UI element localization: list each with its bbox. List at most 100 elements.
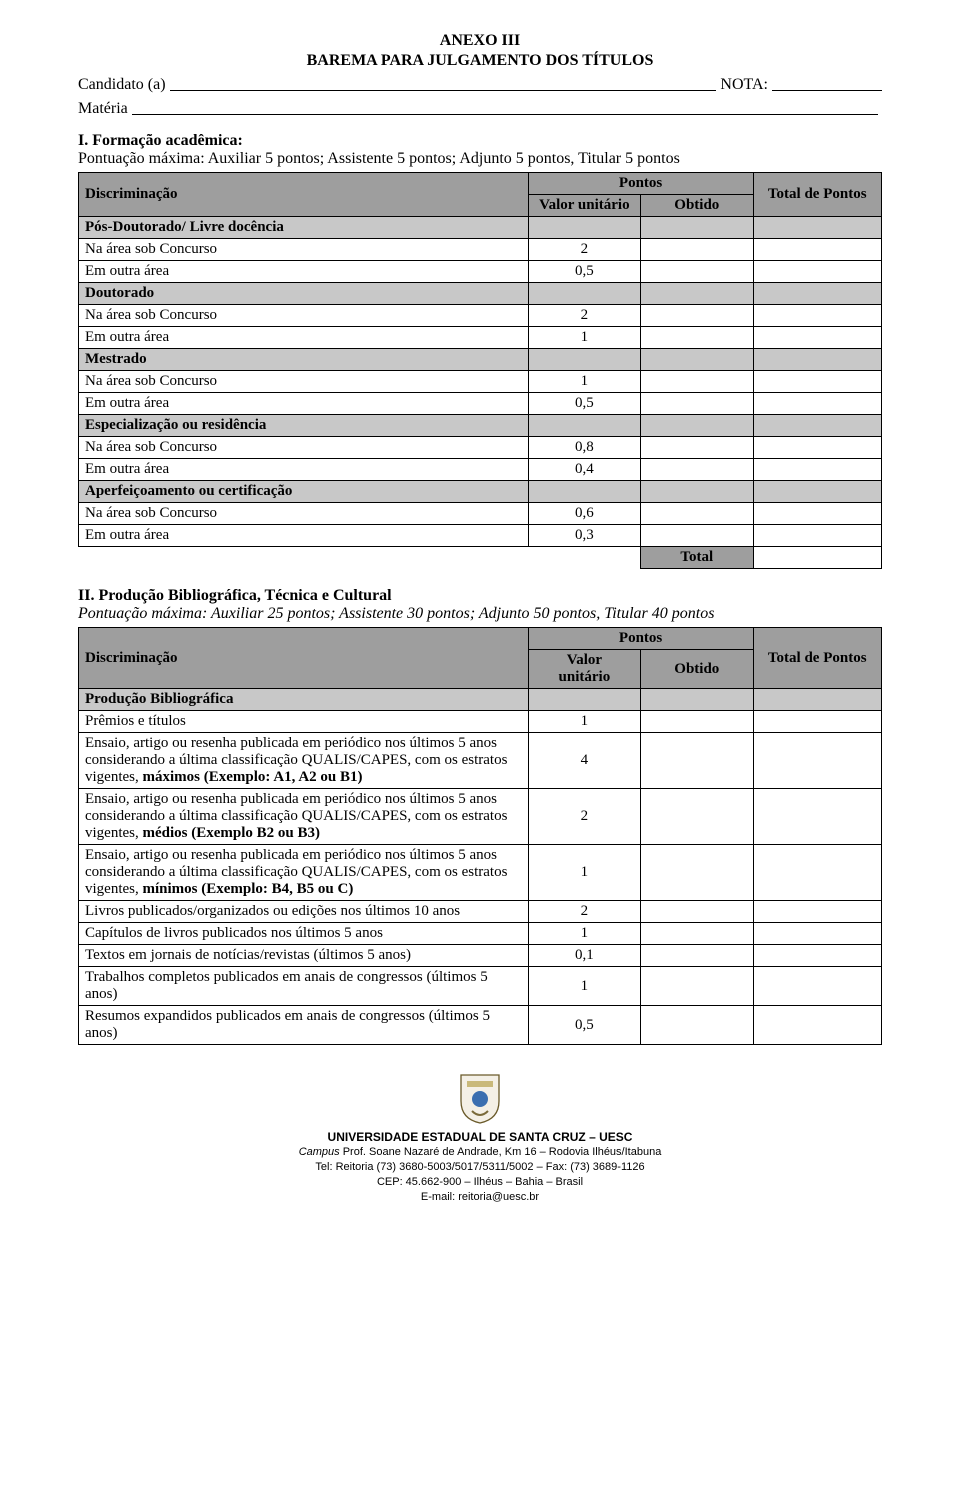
table-row-obtido	[641, 327, 753, 349]
th-valor-unitario-1: Valor unitário	[528, 195, 640, 217]
section1-subtitle: Pontuação máxima: Auxiliar 5 pontos; Ass…	[78, 150, 680, 167]
footer-campus-rest: Prof. Soane Nazaré de Andrade, Km 16 – R…	[340, 1146, 662, 1158]
footer-tel: Tel: Reitoria (73) 3680-5003/5017/5311/5…	[78, 1160, 882, 1175]
table-row-total	[753, 393, 882, 415]
uesc-crest-icon	[457, 1071, 503, 1125]
table-row-label: Ensaio, artigo ou resenha publicada em p…	[79, 733, 529, 789]
table-row-total	[753, 901, 882, 923]
table-row-obtido	[641, 305, 753, 327]
table-row-total	[753, 845, 882, 901]
s1-group-label: Pós-Doutorado/ Livre docência	[79, 217, 529, 239]
table-row-obtido	[641, 393, 753, 415]
table-row-label: Capítulos de livros publicados nos últim…	[79, 923, 529, 945]
s1-group-cell	[528, 217, 640, 239]
s1-group-cell	[753, 217, 882, 239]
th-pontos-1: Pontos	[528, 173, 753, 195]
table-row-label: Em outra área	[79, 459, 529, 481]
s1-group-cell	[753, 283, 882, 305]
materia-fill	[132, 114, 878, 115]
table-row-total	[753, 789, 882, 845]
table-row-obtido	[641, 503, 753, 525]
table-row-obtido	[641, 845, 753, 901]
table-row-valor: 2	[528, 305, 640, 327]
table-row-label: Prêmios e títulos	[79, 711, 529, 733]
s1-group-label: Doutorado	[79, 283, 529, 305]
table-row-total	[753, 967, 882, 1006]
s1-group-cell	[641, 481, 753, 503]
table-row-total	[753, 327, 882, 349]
table-row-valor: 0,5	[528, 1006, 640, 1045]
table-row-total	[753, 733, 882, 789]
s2-group-c4	[753, 689, 882, 711]
table-row-obtido	[641, 901, 753, 923]
table-row-label: Textos em jornais de notícias/revistas (…	[79, 945, 529, 967]
table-row-total	[753, 1006, 882, 1045]
table-row-total	[753, 923, 882, 945]
th-obtido-1: Obtido	[641, 195, 753, 217]
table-row-total	[753, 371, 882, 393]
table-row-label: Na área sob Concurso	[79, 437, 529, 459]
table-row-valor: 1	[528, 327, 640, 349]
s1-group-cell	[641, 217, 753, 239]
table-row-valor: 0,5	[528, 393, 640, 415]
th-obtido-2: Obtido	[641, 650, 753, 689]
table-row-label: Trabalhos completos publicados em anais …	[79, 967, 529, 1006]
table-row-valor: 0,8	[528, 437, 640, 459]
nota-fill	[772, 90, 882, 91]
table-row-total	[753, 437, 882, 459]
candidate-row: Candidato (a) NOTA:	[78, 76, 882, 94]
table-row-valor: 0,4	[528, 459, 640, 481]
title-anexo: ANEXO III	[78, 32, 882, 50]
table-row-obtido	[641, 923, 753, 945]
th-valor-2b: unitário	[559, 669, 611, 685]
table-section2: Discriminação Pontos Total de Pontos Val…	[78, 627, 882, 1045]
table-row-obtido	[641, 967, 753, 1006]
table-row-total	[753, 711, 882, 733]
s1-group-cell	[528, 349, 640, 371]
table-row-obtido	[641, 261, 753, 283]
title-barema: BAREMA PARA JULGAMENTO DOS TÍTULOS	[78, 52, 882, 70]
table-row-label: Na área sob Concurso	[79, 305, 529, 327]
table-row-valor: 1	[528, 371, 640, 393]
table-row-label: Em outra área	[79, 327, 529, 349]
page-footer: UNIVERSIDADE ESTADUAL DE SANTA CRUZ – UE…	[78, 1071, 882, 1205]
s1-group-cell	[753, 349, 882, 371]
s1-total-label: Total	[641, 547, 753, 569]
s2-group-c2	[528, 689, 640, 711]
table-row-obtido	[641, 239, 753, 261]
table-row-valor: 0,3	[528, 525, 640, 547]
th-valor-2a: Valor	[567, 652, 602, 668]
table-row-valor: 0,1	[528, 945, 640, 967]
s1-group-cell	[641, 415, 753, 437]
table-row-total	[753, 459, 882, 481]
table-row-label: Em outra área	[79, 393, 529, 415]
table-row-obtido	[641, 1006, 753, 1045]
table-row-valor: 2	[528, 901, 640, 923]
s1-group-cell	[528, 481, 640, 503]
s2-group-label: Produção Bibliográfica	[79, 689, 529, 711]
table-row-valor: 2	[528, 239, 640, 261]
table-row-label: Na área sob Concurso	[79, 503, 529, 525]
table-row-valor: 2	[528, 789, 640, 845]
th-discriminacao-1: Discriminação	[79, 173, 529, 217]
table-row-obtido	[641, 711, 753, 733]
th-valor-unitario-2: Valor unitário	[528, 650, 640, 689]
table-row-label: Ensaio, artigo ou resenha publicada em p…	[79, 845, 529, 901]
s1-group-cell	[528, 283, 640, 305]
th-total-pontos-2: Total de Pontos	[753, 628, 882, 689]
table-row-obtido	[641, 733, 753, 789]
section2-subtitle: Pontuação máxima: Auxiliar 25 pontos; As…	[78, 605, 714, 622]
table-row-label: Ensaio, artigo ou resenha publicada em p…	[79, 789, 529, 845]
table-row-valor: 1	[528, 711, 640, 733]
table-row-obtido	[641, 371, 753, 393]
s1-group-label: Especialização ou residência	[79, 415, 529, 437]
section1-title: I. Formação acadêmica:	[78, 132, 243, 149]
table-row-label: Resumos expandidos publicados em anais d…	[79, 1006, 529, 1045]
footer-cep: CEP: 45.662-900 – Ilhéus – Bahia – Brasi…	[78, 1175, 882, 1190]
table-row-label: Na área sob Concurso	[79, 371, 529, 393]
candidate-label: Candidato (a)	[78, 76, 166, 94]
footer-institution: UNIVERSIDADE ESTADUAL DE SANTA CRUZ – UE…	[78, 1129, 882, 1145]
table-row-obtido	[641, 789, 753, 845]
table-row-valor: 0,6	[528, 503, 640, 525]
s1-group-label: Mestrado	[79, 349, 529, 371]
